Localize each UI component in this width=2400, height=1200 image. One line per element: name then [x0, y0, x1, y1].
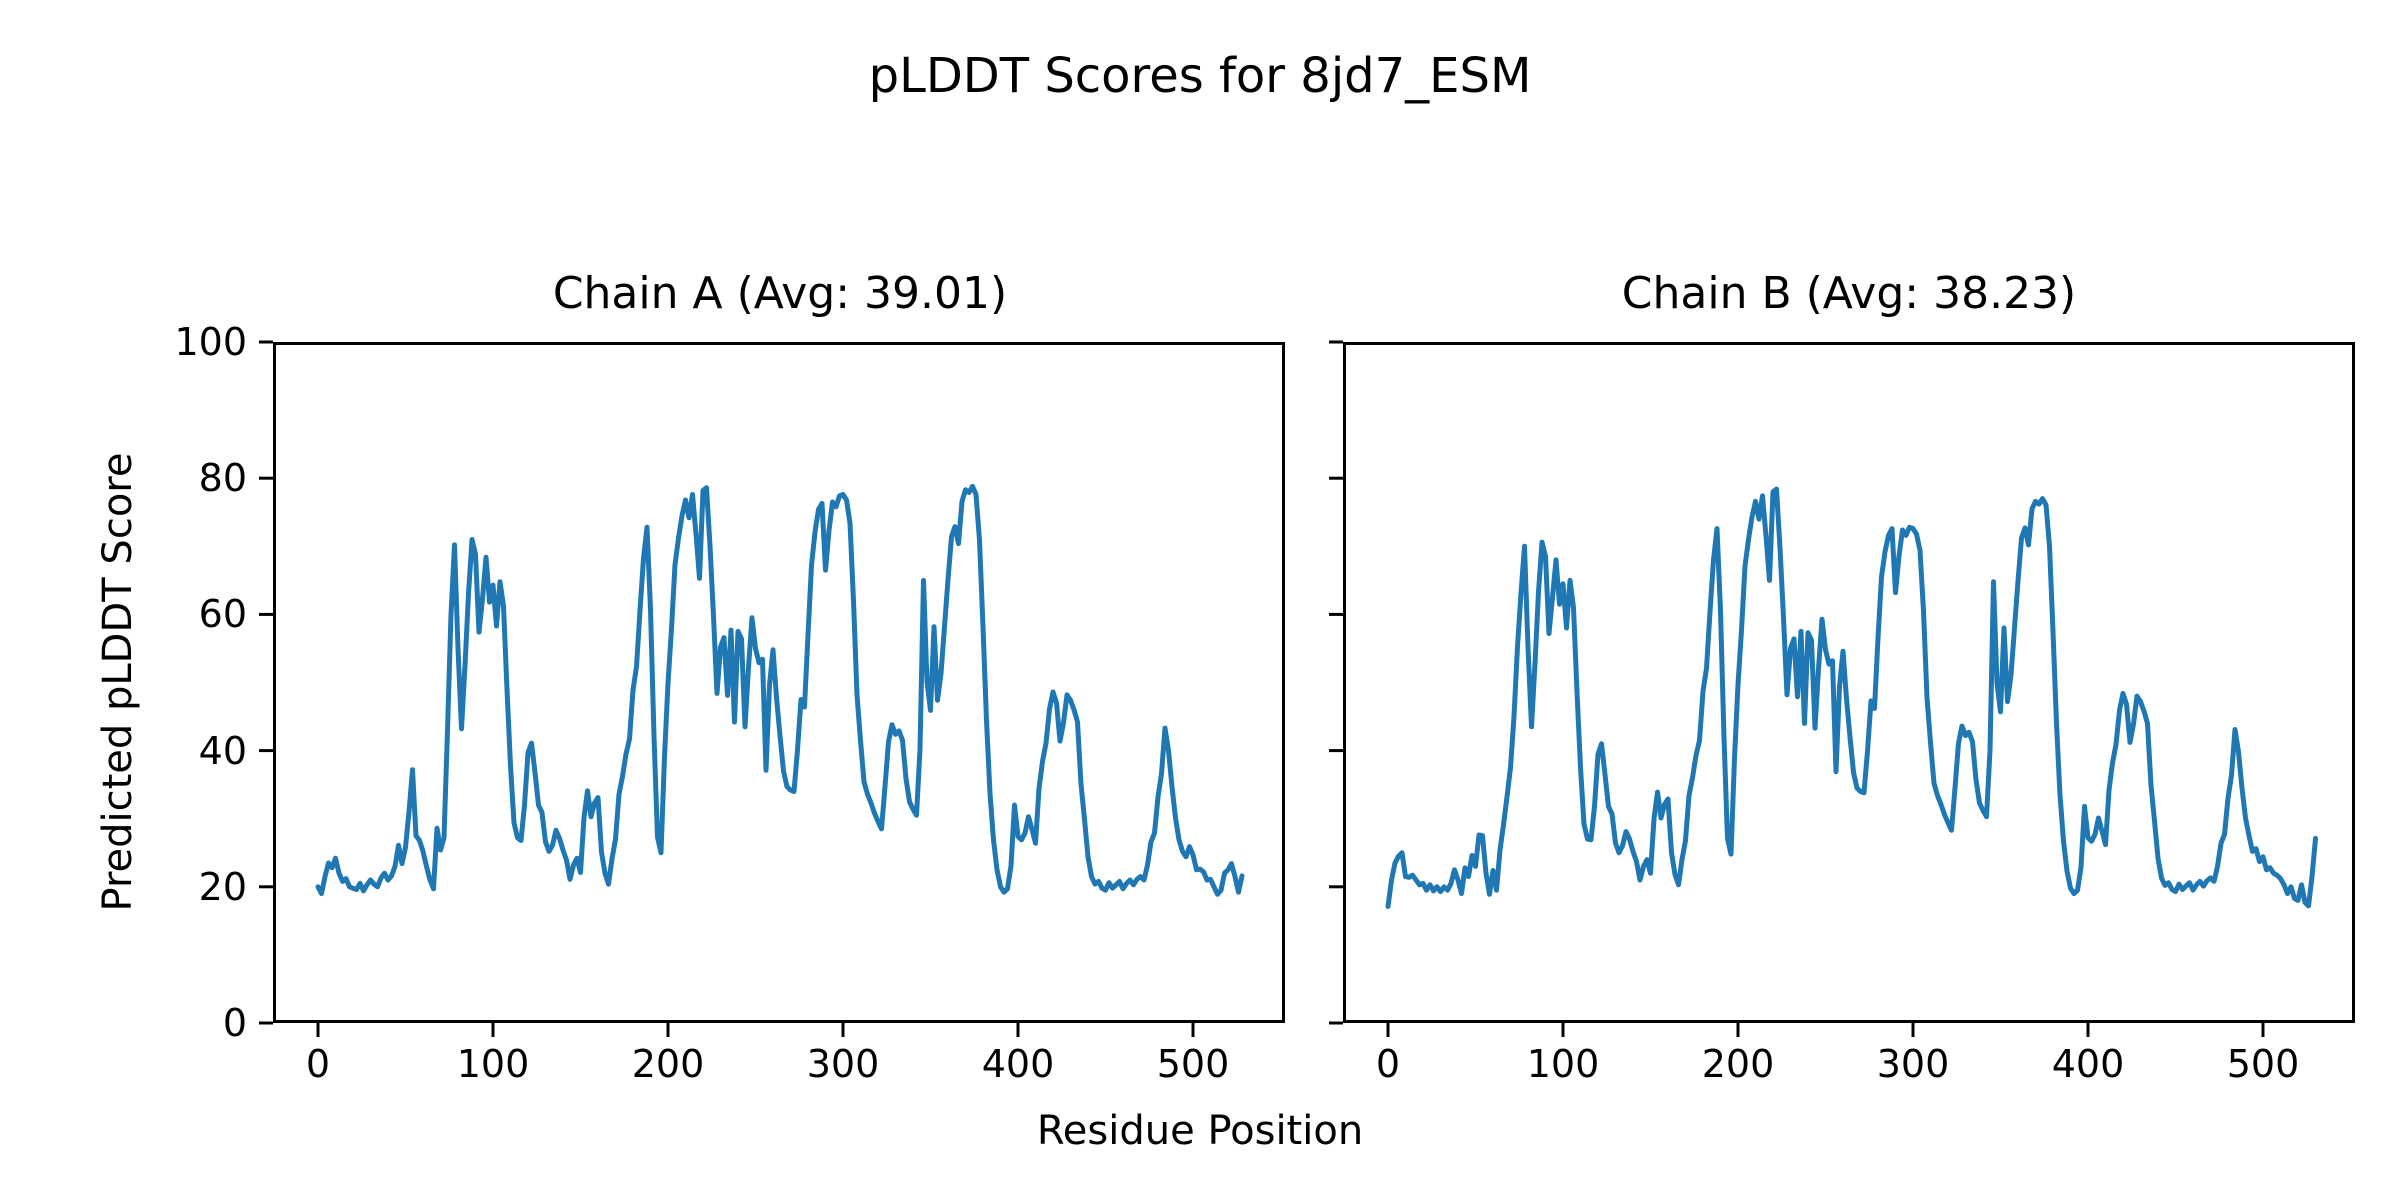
x-tick-label: 200 [631, 1042, 705, 1086]
plddt-line-chain-b [1385, 486, 2318, 909]
y-tick-label: 100 [174, 320, 247, 364]
y-tick-label: 80 [198, 456, 247, 501]
y-axis-label: Predicted pLDDT Score [95, 452, 141, 912]
x-tick-label: 300 [1876, 1042, 1950, 1086]
figure-title: pLDDT Scores for 8jd7_ESM [868, 48, 1532, 104]
x-tick-label: 200 [1701, 1042, 1775, 1086]
axes-frame-chain-b [1343, 342, 2355, 1023]
y-tick-label: 0 [222, 1001, 247, 1045]
y-tick-label: 20 [198, 864, 247, 909]
y-tick-label: 40 [198, 728, 247, 773]
x-tick-label: 300 [806, 1042, 880, 1086]
x-axis-label: Residue Position [1036, 1108, 1364, 1154]
subplot-title-chain-a: Chain A (Avg: 39.01) [552, 268, 1008, 319]
plddt-line-chain-a [315, 483, 1245, 897]
subplot-title-chain-b: Chain B (Avg: 38.23) [1621, 268, 2077, 319]
tick-marks-chain-b [1329, 340, 2265, 1037]
x-tick-label: 100 [456, 1042, 530, 1086]
y-tick-label: 60 [198, 592, 247, 637]
tick-marks-chain-a [259, 340, 1195, 1037]
x-tick-label: 0 [1375, 1042, 1401, 1086]
x-tick-label: 400 [981, 1042, 1055, 1086]
x-tick-label: 500 [1156, 1042, 1230, 1086]
axes-chain-a [259, 340, 1285, 1037]
x-tick-label: 500 [2226, 1042, 2300, 1086]
x-tick-label: 400 [2051, 1042, 2125, 1086]
x-tick-label: 100 [1526, 1042, 1600, 1086]
axes-frame-chain-a [273, 342, 1285, 1023]
axes-chain-b [1329, 340, 2355, 1037]
x-tick-label: 0 [305, 1042, 331, 1086]
